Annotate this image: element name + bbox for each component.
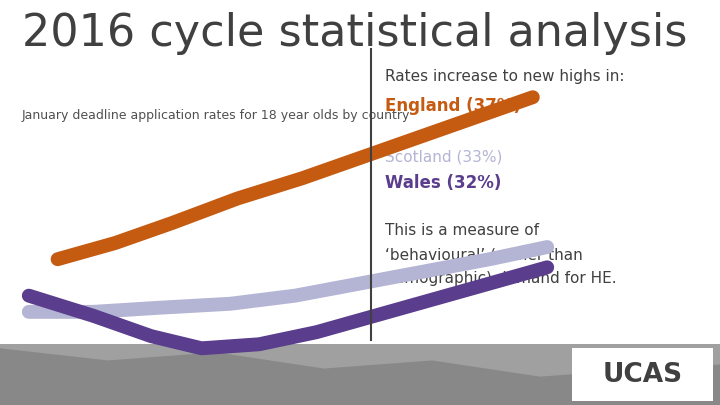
Text: This is a measure of: This is a measure of [385, 223, 539, 238]
Text: UCAS: UCAS [603, 362, 683, 388]
Text: 2016 cycle statistical analysis: 2016 cycle statistical analysis [22, 12, 687, 55]
Polygon shape [0, 348, 720, 405]
Text: England (37%): England (37%) [385, 97, 521, 115]
Text: January deadline application rates for 18 year olds by country: January deadline application rates for 1… [22, 109, 410, 122]
Text: ‘behavioural’ (rather than: ‘behavioural’ (rather than [385, 247, 583, 262]
Text: Wales (32%): Wales (32%) [385, 174, 502, 192]
Text: Rates increase to new highs in:: Rates increase to new highs in: [385, 69, 625, 84]
Text: Scotland (33%): Scotland (33%) [385, 150, 503, 165]
Bar [572, 348, 713, 401]
Bar [0, 344, 720, 405]
Text: demographic) demand for HE.: demographic) demand for HE. [385, 271, 617, 286]
